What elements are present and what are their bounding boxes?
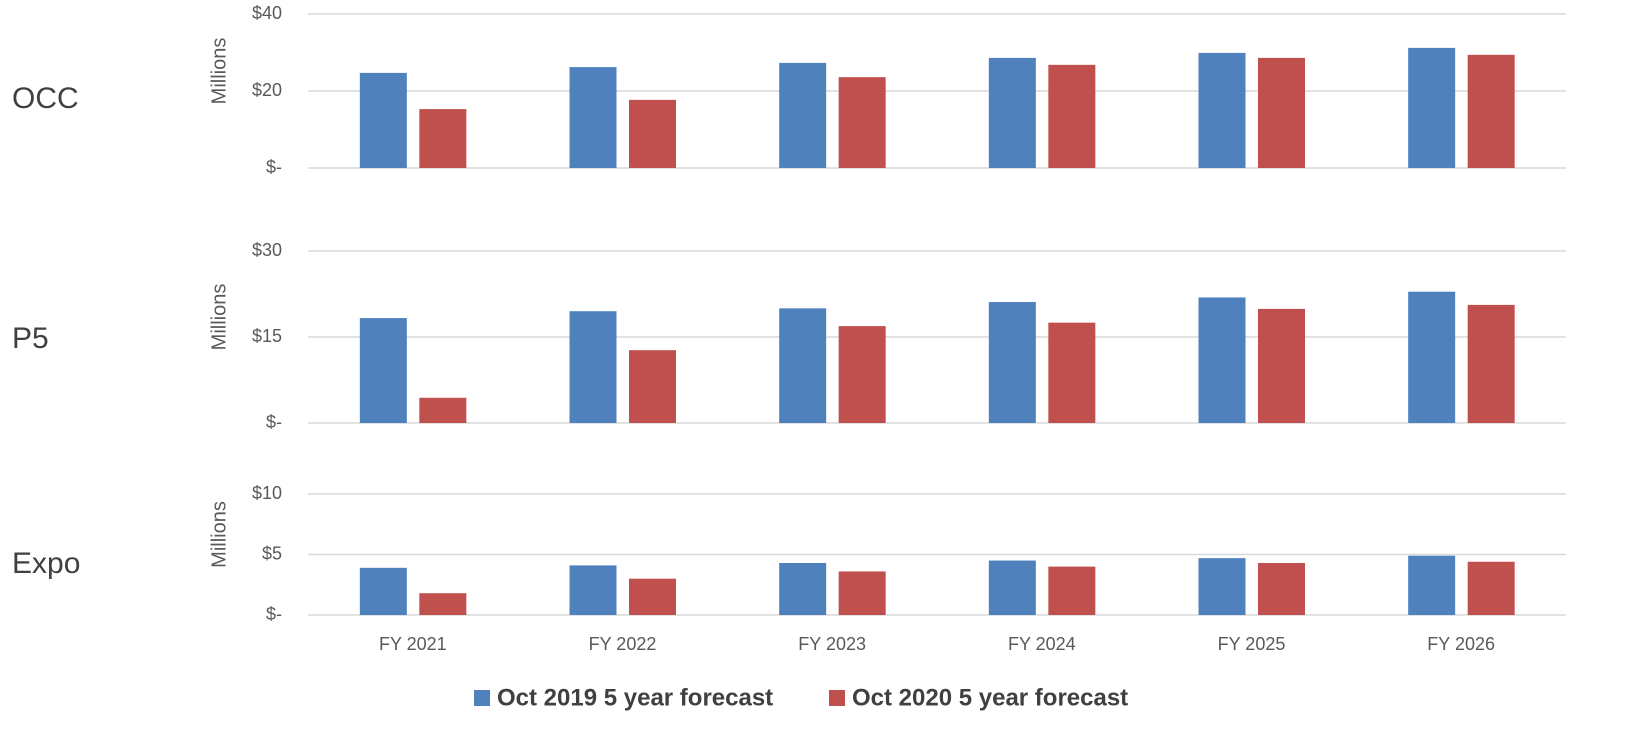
bar bbox=[1408, 555, 1456, 615]
y-axis-label: Millions bbox=[208, 38, 230, 105]
bar bbox=[569, 67, 617, 168]
legend-swatch bbox=[474, 690, 490, 706]
bar bbox=[779, 308, 827, 423]
panel-title: P5 bbox=[12, 322, 49, 355]
bar bbox=[569, 311, 617, 423]
bar bbox=[1467, 54, 1515, 169]
y-axis-label: Millions bbox=[208, 501, 230, 568]
bar bbox=[569, 565, 617, 615]
bar bbox=[988, 302, 1036, 423]
bar bbox=[779, 62, 827, 168]
bar bbox=[419, 593, 467, 615]
y-tick-label: $20 bbox=[252, 80, 282, 100]
bar bbox=[1048, 322, 1096, 423]
bar bbox=[419, 397, 467, 423]
bar bbox=[838, 571, 886, 615]
x-tick-label: FY 2026 bbox=[1427, 634, 1495, 654]
bar bbox=[1198, 558, 1246, 615]
legend-swatch bbox=[829, 690, 845, 706]
bar bbox=[838, 77, 886, 168]
y-tick-label: $- bbox=[266, 157, 282, 177]
x-tick-label: FY 2024 bbox=[1008, 634, 1076, 654]
bar bbox=[359, 567, 407, 615]
bar bbox=[419, 109, 467, 168]
y-tick-label: $40 bbox=[252, 3, 282, 23]
legend-label: Oct 2020 5 year forecast bbox=[852, 684, 1128, 711]
y-tick-label: $10 bbox=[252, 483, 282, 503]
bar bbox=[1048, 566, 1096, 615]
bar bbox=[988, 57, 1036, 168]
bar bbox=[1258, 308, 1305, 423]
bar bbox=[988, 560, 1036, 615]
y-tick-label: $15 bbox=[252, 326, 282, 346]
bar bbox=[838, 326, 886, 423]
x-tick-label: FY 2021 bbox=[379, 634, 447, 654]
y-tick-label: $30 bbox=[252, 240, 282, 260]
bar bbox=[779, 562, 827, 615]
legend-label: Oct 2019 5 year forecast bbox=[497, 684, 773, 711]
bar bbox=[359, 318, 407, 423]
bar bbox=[1258, 57, 1305, 168]
x-tick-label: FY 2022 bbox=[589, 634, 657, 654]
panel-title: Expo bbox=[12, 547, 80, 580]
x-tick-label: FY 2025 bbox=[1218, 634, 1286, 654]
bar bbox=[1408, 291, 1456, 423]
bar bbox=[1198, 297, 1246, 423]
bar bbox=[1258, 562, 1305, 615]
bar bbox=[359, 72, 407, 168]
bar bbox=[1198, 52, 1246, 169]
bar bbox=[1467, 561, 1515, 615]
bar bbox=[629, 99, 676, 168]
bar bbox=[629, 578, 676, 615]
x-tick-label: FY 2023 bbox=[798, 634, 866, 654]
y-tick-label: $5 bbox=[262, 543, 282, 563]
panel-title: OCC bbox=[12, 82, 79, 115]
y-axis-label: Millions bbox=[208, 284, 230, 351]
bar bbox=[629, 350, 676, 423]
bar bbox=[1048, 64, 1096, 168]
bar bbox=[1467, 304, 1515, 423]
bar bbox=[1408, 47, 1456, 168]
y-tick-label: $- bbox=[266, 412, 282, 432]
y-tick-label: $- bbox=[266, 604, 282, 624]
